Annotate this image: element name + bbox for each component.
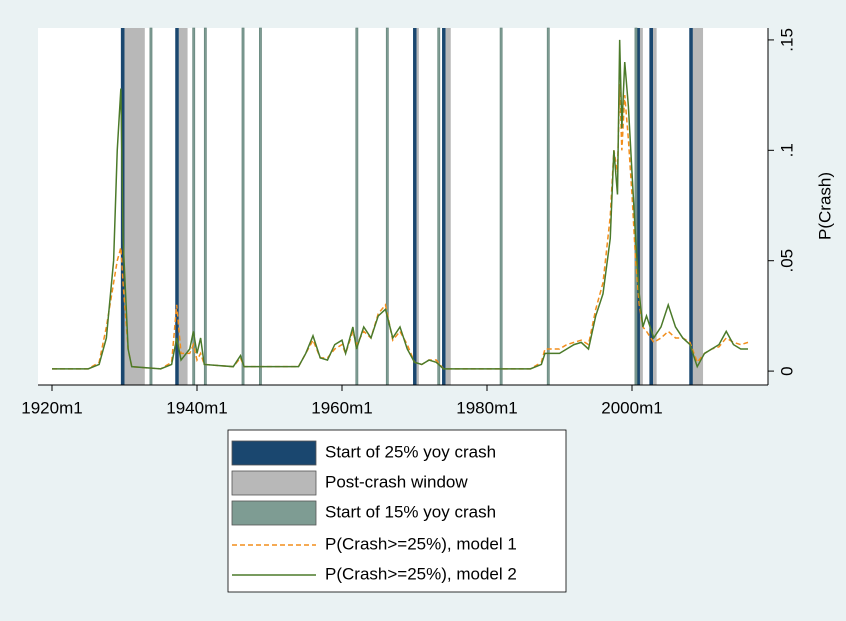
crash-band bbox=[649, 28, 654, 385]
legend-label: Start of 15% yoy crash bbox=[325, 502, 496, 521]
y-axis-title: P(Crash) bbox=[815, 172, 834, 240]
x-tick-label: 1960m1 bbox=[311, 398, 372, 417]
series-line bbox=[51, 39, 748, 370]
crash-band bbox=[442, 28, 446, 385]
crash-band bbox=[259, 27, 262, 386]
y-tick-label: .05 bbox=[777, 249, 796, 273]
crash-band bbox=[149, 27, 153, 386]
crash-band bbox=[499, 27, 503, 386]
x-tick-label: 1940m1 bbox=[166, 398, 227, 417]
crash-band bbox=[639, 28, 643, 385]
crash-band bbox=[546, 27, 550, 386]
y-tick-label: 0 bbox=[777, 366, 796, 375]
legend-label: Post-crash window bbox=[325, 472, 468, 491]
crash-band bbox=[175, 28, 179, 385]
legend-label: Start of 25% yoy crash bbox=[325, 442, 496, 461]
crash-band bbox=[124, 28, 145, 385]
legend-label: P(Crash>=25%), model 1 bbox=[325, 534, 517, 553]
crash-band bbox=[203, 27, 207, 386]
crash-band bbox=[416, 28, 419, 385]
crash-band bbox=[241, 27, 245, 386]
y-tick-label: .15 bbox=[777, 28, 796, 52]
crash-band bbox=[413, 28, 417, 385]
crash-band bbox=[445, 28, 451, 385]
crash-band bbox=[689, 28, 693, 385]
legend-swatch bbox=[231, 500, 317, 526]
legend-swatch bbox=[231, 470, 317, 496]
crash-band bbox=[692, 28, 704, 385]
legend-swatch bbox=[231, 440, 317, 466]
crash-band bbox=[178, 28, 188, 385]
crash-band bbox=[437, 27, 441, 386]
x-tick-label: 1920m1 bbox=[21, 398, 82, 417]
crash-band bbox=[385, 27, 389, 386]
crash-band bbox=[355, 27, 359, 386]
crash-band bbox=[636, 28, 640, 385]
x-tick-label: 1980m1 bbox=[456, 398, 517, 417]
crash-band bbox=[653, 28, 657, 385]
x-tick-label: 2000m1 bbox=[601, 398, 662, 417]
legend-label: P(Crash>=25%), model 2 bbox=[325, 564, 517, 583]
series-line bbox=[51, 84, 749, 370]
crash-band bbox=[634, 27, 638, 386]
plot-area bbox=[38, 28, 768, 385]
y-tick-label: .1 bbox=[777, 143, 796, 157]
